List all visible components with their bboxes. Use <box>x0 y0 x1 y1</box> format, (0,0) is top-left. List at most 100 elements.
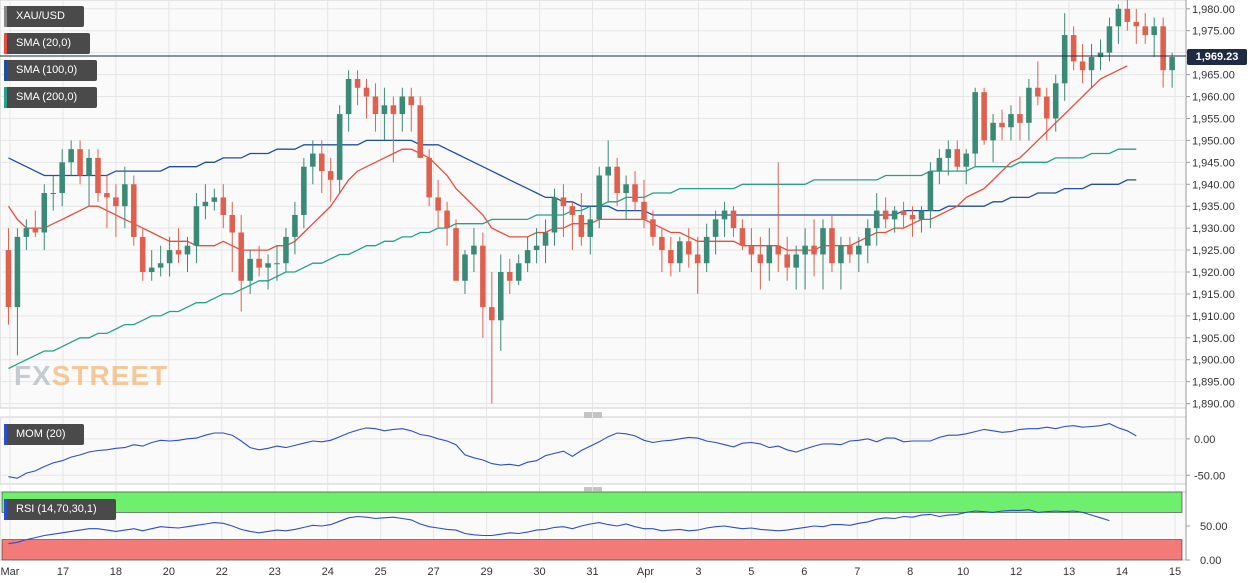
candle-up <box>596 175 603 220</box>
price-axis-tick-label: 1,975.00 <box>1192 26 1235 38</box>
candle-up <box>184 245 191 255</box>
time-axis-tick-label: 8 <box>907 566 913 578</box>
candle-down <box>480 245 486 308</box>
legend-mom-label: MOM (20) <box>16 428 66 440</box>
candle-up <box>1169 57 1175 71</box>
candle-down <box>417 105 423 158</box>
candle-down <box>318 153 325 172</box>
time-axis-tick-label: 5 <box>748 566 754 578</box>
candle-up <box>471 245 477 255</box>
time-axis-tick-label: 14 <box>1116 566 1128 578</box>
price-axis-tick-label: 1,930.00 <box>1192 223 1235 235</box>
price-axis-tick-label: 1,940.00 <box>1192 179 1235 191</box>
candle-up <box>148 267 155 272</box>
candle-down <box>909 214 916 220</box>
candle-up <box>927 171 934 211</box>
time-axis-tick-label: 20 <box>163 566 175 578</box>
time-axis-tick-label: 23 <box>269 566 281 578</box>
legend-rsi[interactable]: RSI (14,70,30,1) <box>4 499 116 520</box>
candle-up <box>301 166 307 215</box>
candle-down <box>238 232 244 281</box>
candle-down <box>847 245 853 255</box>
candle-up <box>283 236 289 264</box>
legend-rsi-swatch <box>4 499 7 520</box>
candle-down <box>354 78 361 88</box>
legend-sma20-swatch <box>4 33 7 54</box>
candle-down <box>453 228 459 281</box>
candle-up <box>1106 26 1113 53</box>
candle-down <box>113 197 119 207</box>
candle-up <box>345 78 352 115</box>
candle-up <box>50 193 57 195</box>
candle-down <box>1142 26 1149 36</box>
candle-down <box>954 149 961 167</box>
candle-down <box>220 197 227 215</box>
candle-up <box>1088 57 1095 71</box>
candle-up <box>524 250 531 264</box>
candle-up <box>990 122 996 141</box>
candle-up <box>1115 8 1122 27</box>
time-axis-tick-label: Mar <box>1 566 20 578</box>
candle-down <box>641 201 647 220</box>
legend-rsi-label: RSI (14,70,30,1) <box>16 503 97 515</box>
time-axis-tick-label: 13 <box>1063 566 1075 578</box>
legend-sma100[interactable]: SMA (100,0) <box>4 60 97 81</box>
price-axis-tick-label: 1,900.00 <box>1192 355 1235 367</box>
candle-up <box>623 184 629 194</box>
candle-up <box>1008 114 1014 128</box>
candle-up <box>721 210 728 220</box>
candle-up <box>41 193 48 233</box>
legend-sma20[interactable]: SMA (20,0) <box>4 33 90 54</box>
candle-up <box>310 153 316 167</box>
candle-up <box>68 149 74 163</box>
time-axis-tick-label: 30 <box>533 566 545 578</box>
candle-up <box>936 157 943 172</box>
candle-down <box>363 87 370 97</box>
watermark-street: STREET <box>51 360 169 391</box>
candle-up <box>1061 35 1068 84</box>
candle-down <box>569 206 576 215</box>
time-axis-tick-label: 25 <box>375 566 387 578</box>
candle-up <box>14 236 21 308</box>
price-axis-tick-label: 1,905.00 <box>1192 333 1235 345</box>
rsi-axis-tick-label: 50.00 <box>1200 521 1228 533</box>
candle-down <box>829 228 835 264</box>
candle-up <box>793 254 799 268</box>
candle-up <box>59 162 65 194</box>
legend-sma200[interactable]: SMA (200,0) <box>4 87 97 108</box>
candle-down <box>748 245 755 255</box>
candle-up <box>587 219 594 237</box>
candle-up <box>462 254 468 281</box>
sma100-line <box>8 139 1137 216</box>
candle-up <box>533 245 540 251</box>
candle-up <box>891 210 898 220</box>
candle-down <box>506 272 513 281</box>
candle-up <box>336 114 343 180</box>
legend-sma100-swatch <box>4 60 7 81</box>
candle-up <box>820 228 826 255</box>
candle-down <box>999 122 1005 128</box>
candle-down <box>668 250 674 264</box>
rsi-oversold-band <box>1 539 1183 561</box>
candle-down <box>229 214 236 233</box>
candle-down <box>444 210 450 229</box>
price-axis-tick-label: 1,895.00 <box>1192 377 1235 389</box>
legend-symbol[interactable]: XAU/USD <box>4 6 84 27</box>
time-axis-tick-label: 24 <box>322 566 334 578</box>
candle-up <box>712 219 719 237</box>
candle-up <box>498 272 504 321</box>
price-axis-tick-label: 1,980.00 <box>1192 4 1235 16</box>
legend-mom[interactable]: MOM (20) <box>4 424 84 445</box>
candle-up <box>856 245 862 255</box>
candle-down <box>5 250 12 308</box>
price-axis-tick-label: 1,910.00 <box>1192 311 1235 323</box>
candle-up <box>399 96 406 115</box>
candle-up <box>945 149 952 158</box>
price-axis-tick-label: 1,955.00 <box>1192 113 1235 125</box>
candle-down <box>435 197 441 211</box>
candle-down <box>489 307 495 321</box>
candle-down <box>327 171 334 180</box>
rsi-axis-tick-label: 0.00 <box>1200 555 1221 567</box>
price-axis-tick-label: 1,960.00 <box>1192 92 1235 104</box>
